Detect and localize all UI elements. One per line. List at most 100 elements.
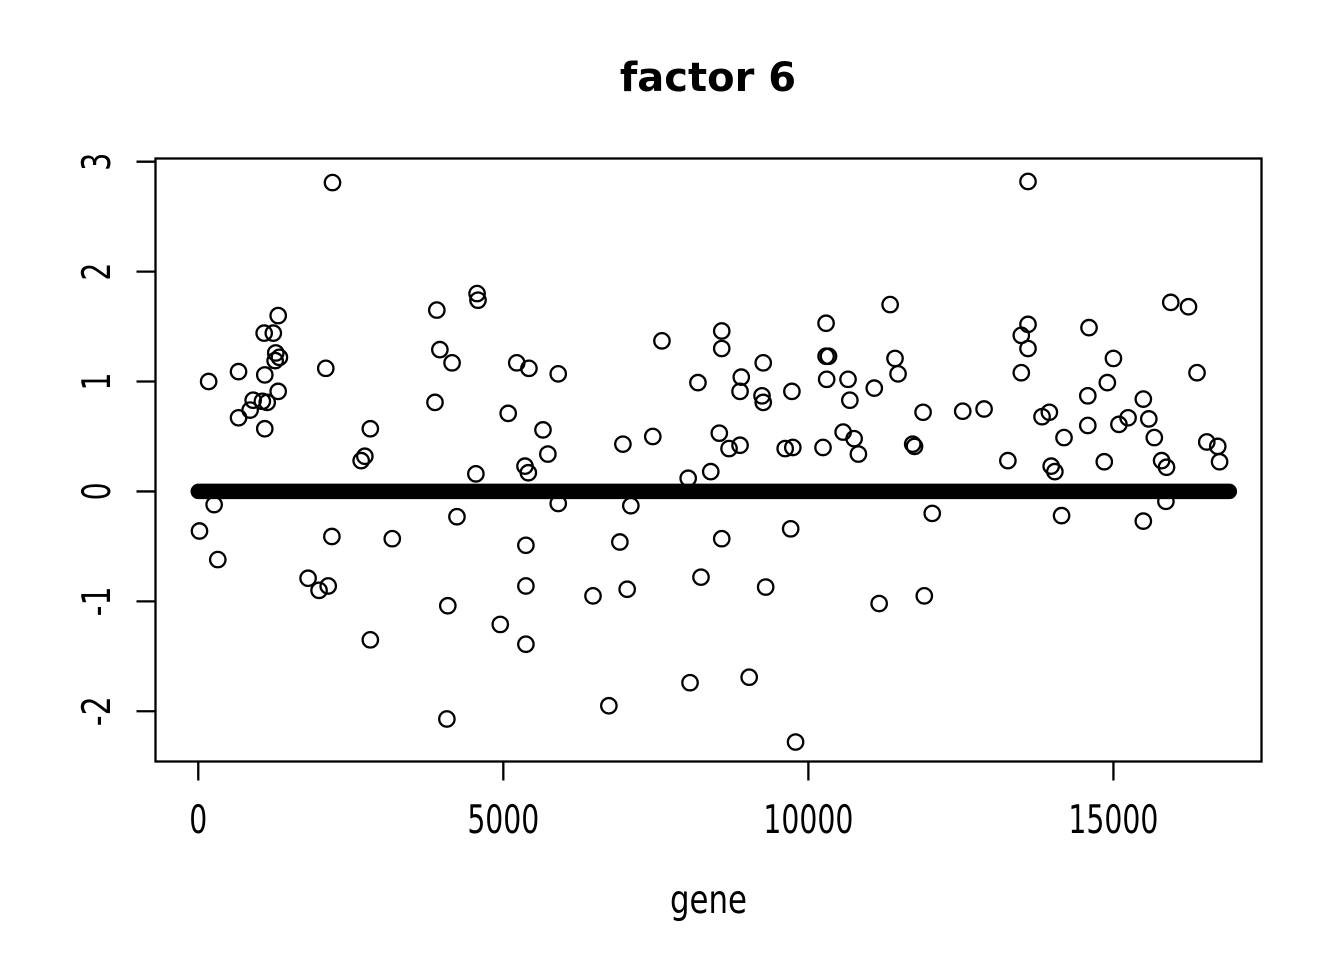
data-point bbox=[517, 536, 535, 555]
data-point bbox=[383, 529, 402, 548]
data-point bbox=[701, 462, 720, 481]
data-point bbox=[549, 364, 568, 383]
data-point bbox=[1119, 408, 1137, 427]
data-point bbox=[710, 424, 729, 443]
data-point bbox=[611, 533, 629, 551]
data-point bbox=[614, 435, 632, 454]
data-point bbox=[1040, 403, 1059, 422]
data-point bbox=[499, 404, 518, 423]
data-point bbox=[1139, 410, 1158, 428]
data-point bbox=[712, 339, 731, 358]
data-point bbox=[438, 710, 456, 728]
data-point bbox=[1052, 506, 1071, 525]
data-point bbox=[258, 393, 277, 412]
data-point bbox=[953, 402, 972, 421]
data-point bbox=[915, 587, 934, 605]
data-point bbox=[817, 370, 836, 389]
data-point bbox=[1134, 512, 1153, 530]
data-point bbox=[352, 451, 371, 470]
data-point bbox=[841, 391, 859, 410]
data-point bbox=[786, 733, 805, 751]
data-point bbox=[600, 696, 618, 715]
data-point bbox=[310, 581, 328, 600]
data-point bbox=[1104, 349, 1123, 368]
data-point bbox=[731, 382, 749, 401]
data-point bbox=[814, 438, 832, 457]
data-point bbox=[618, 580, 637, 599]
data-point bbox=[426, 393, 444, 412]
data-point bbox=[1019, 315, 1037, 334]
data-point bbox=[643, 427, 662, 446]
data-point bbox=[255, 324, 274, 343]
y-tick-label: 0 bbox=[75, 482, 120, 500]
y-tick-label: 1 bbox=[75, 373, 120, 391]
data-point bbox=[269, 382, 288, 401]
data-point bbox=[270, 348, 289, 367]
data-point bbox=[817, 314, 835, 333]
data-point bbox=[539, 445, 557, 463]
data-point bbox=[199, 372, 218, 391]
data-point bbox=[783, 438, 802, 457]
data-point bbox=[1197, 433, 1216, 451]
data-point bbox=[923, 504, 942, 523]
data-point bbox=[689, 373, 707, 392]
data-point bbox=[1157, 492, 1175, 511]
data-point bbox=[517, 577, 535, 595]
data-point bbox=[903, 435, 922, 454]
data-point bbox=[849, 445, 868, 463]
data-point bbox=[266, 351, 284, 370]
data-point bbox=[681, 673, 699, 692]
data-point bbox=[361, 630, 380, 649]
data-point bbox=[975, 400, 993, 418]
data-point bbox=[323, 527, 341, 546]
data-point bbox=[1055, 428, 1073, 447]
data-point bbox=[731, 436, 749, 455]
data-point bbox=[1012, 363, 1031, 382]
data-point bbox=[1145, 428, 1164, 447]
data-point bbox=[319, 577, 338, 595]
y-tick-label: 2 bbox=[75, 263, 120, 281]
data-point bbox=[517, 635, 535, 654]
data-point bbox=[520, 359, 538, 378]
data-point bbox=[1098, 373, 1117, 392]
data-point bbox=[355, 447, 374, 466]
data-point bbox=[886, 349, 904, 368]
x-axis-label: gene bbox=[670, 878, 747, 923]
x-tick-label: 0 bbox=[189, 798, 207, 843]
data-point bbox=[323, 173, 342, 192]
data-point bbox=[865, 379, 884, 397]
data-point bbox=[269, 306, 288, 325]
data-point bbox=[783, 382, 801, 401]
data-point bbox=[208, 550, 227, 569]
data-point bbox=[491, 615, 510, 634]
data-point bbox=[889, 364, 907, 383]
chart-title: factor 6 bbox=[620, 55, 796, 101]
data-point bbox=[467, 464, 485, 483]
data-point bbox=[190, 522, 209, 540]
data-point bbox=[754, 393, 773, 412]
data-point bbox=[255, 366, 274, 384]
data-point bbox=[712, 322, 731, 340]
y-tick-label: 3 bbox=[75, 153, 120, 171]
data-point bbox=[732, 368, 751, 386]
data-point bbox=[438, 596, 457, 615]
data-point bbox=[870, 594, 888, 613]
data-point bbox=[679, 469, 698, 488]
data-point bbox=[266, 344, 285, 362]
data-point bbox=[621, 496, 640, 515]
data-point bbox=[1019, 172, 1037, 191]
data-point bbox=[914, 403, 932, 422]
data-point bbox=[316, 359, 335, 378]
data-point bbox=[448, 507, 466, 526]
data-point bbox=[839, 370, 857, 389]
data-point bbox=[754, 353, 773, 372]
data-point bbox=[361, 419, 380, 438]
data-point bbox=[1046, 462, 1064, 481]
data-point bbox=[205, 495, 223, 514]
y-tick-label: -2 bbox=[75, 696, 120, 726]
data-point bbox=[720, 439, 738, 458]
x-tick-label: 15000 bbox=[1068, 798, 1158, 843]
data-point bbox=[584, 587, 602, 605]
plot-box bbox=[154, 157, 1263, 763]
